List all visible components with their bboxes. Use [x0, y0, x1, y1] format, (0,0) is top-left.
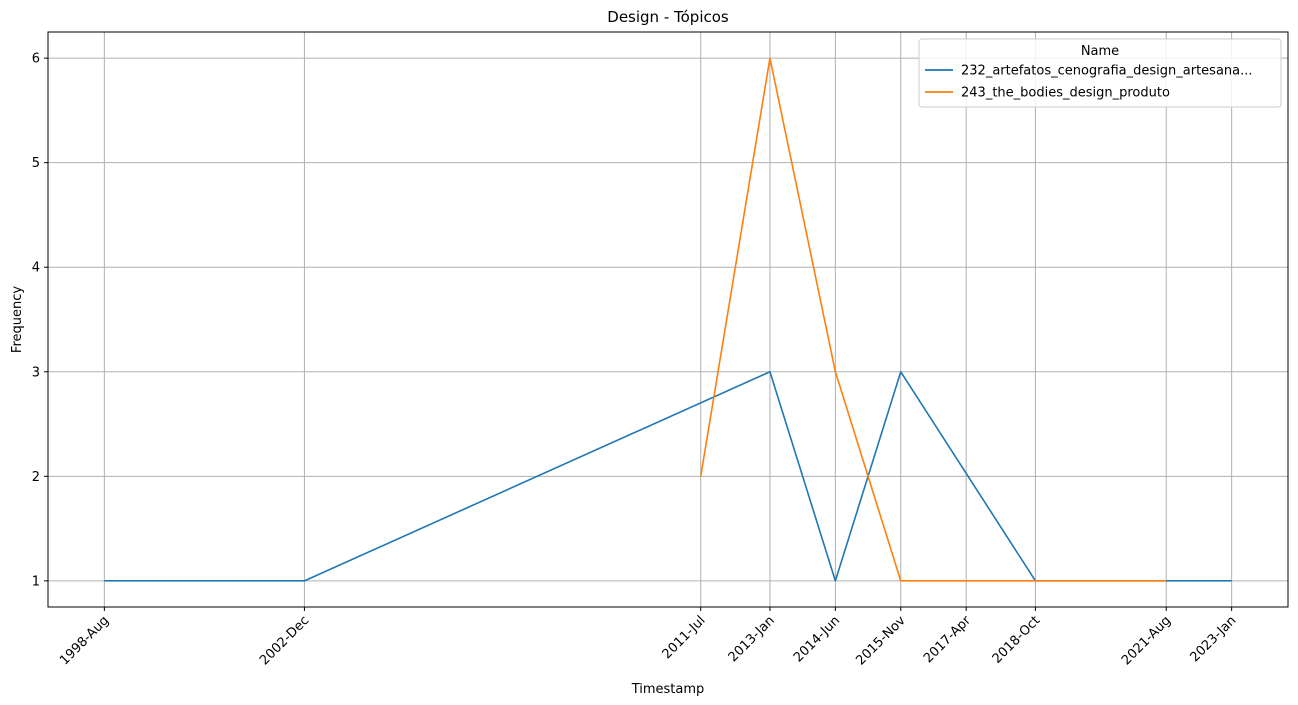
x-tick-label: 2002-Dec	[257, 613, 312, 668]
series-line-2	[699, 57, 1167, 582]
legend-entry-2: 243_the_bodies_design_produto	[961, 86, 1170, 101]
y-tick-label: 3	[32, 365, 40, 380]
x-tick-label: 2011-Jul	[660, 613, 709, 662]
chart-title: Design - Tópicos	[607, 8, 729, 26]
grid	[48, 32, 1288, 607]
x-tick-label: 1998-Aug	[57, 613, 112, 668]
series-lines	[104, 57, 1232, 582]
axes-frame	[47, 31, 1289, 608]
x-tick-label: 2023-Jan	[1187, 613, 1239, 665]
y-axis-label: Frequency	[10, 286, 25, 353]
x-tick-label: 2021-Aug	[1119, 613, 1174, 668]
y-tick-label: 4	[32, 261, 40, 276]
x-axis-label: Timestamp	[631, 682, 705, 697]
y-tick-label: 1	[32, 574, 40, 589]
y-tick-label: 5	[32, 156, 40, 171]
x-tick-label: 2017-Apr	[921, 613, 974, 666]
legend-box	[918, 38, 1282, 108]
x-tick-label: 2018-Oct	[990, 613, 1043, 666]
x-tick-label: 2013-Jan	[726, 613, 778, 665]
x-tick-label: 2015-Nov	[853, 613, 908, 668]
legend-entry-1: 232_artefatos_cenografia_design_artesana…	[961, 64, 1253, 79]
legend: Name 232_artefatos_cenografia_design_arte…	[918, 38, 1282, 108]
legend-title: Name	[1081, 44, 1119, 59]
y-axis-ticks: 1 2 3 4 5 6	[32, 52, 48, 589]
y-tick-label: 6	[32, 52, 40, 67]
x-axis-ticks: 1998-Aug 2002-Dec 2011-Jul 2013-Jan 2014-Jun…	[57, 607, 1239, 668]
x-tick-label: 2014-Jun	[791, 613, 843, 665]
y-tick-label: 2	[32, 470, 40, 485]
